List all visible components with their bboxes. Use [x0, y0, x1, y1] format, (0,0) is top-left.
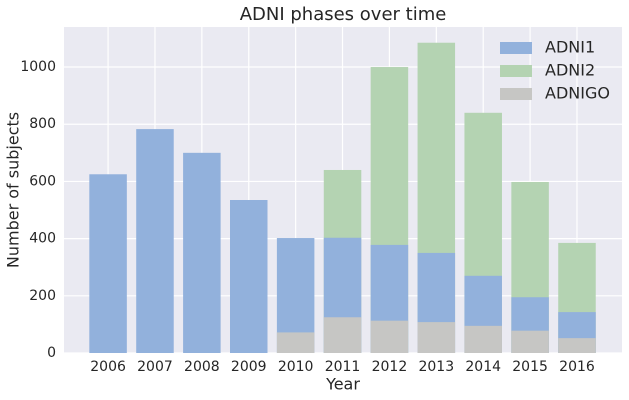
x-axis-label: Year	[325, 375, 360, 394]
x-tick-label: 2006	[90, 359, 126, 375]
bars	[89, 42, 596, 354]
y-tick-label: 600	[29, 173, 56, 189]
y-tick-label: 0	[47, 345, 56, 361]
legend-swatch	[500, 65, 532, 77]
x-tick-label: 2012	[372, 359, 408, 375]
x-tick-label: 2016	[559, 359, 595, 375]
x-tick-label: 2013	[418, 359, 454, 375]
bar	[323, 317, 362, 353]
bar	[89, 174, 127, 353]
bar	[229, 200, 268, 353]
x-tick-label: 2010	[278, 359, 314, 375]
legend-swatch	[500, 42, 532, 54]
y-axis-label: Number of subjects	[4, 112, 23, 268]
bar	[464, 325, 502, 353]
bar	[417, 322, 456, 353]
bar	[276, 332, 315, 353]
legend-label: ADNI2	[545, 61, 595, 80]
y-tick-label: 1000	[20, 59, 56, 75]
legend-label: ADNIGO	[545, 84, 610, 103]
x-tick-label: 2014	[465, 359, 501, 375]
bar	[136, 129, 174, 353]
chart-title: ADNI phases over time	[240, 4, 447, 25]
legend-swatch	[500, 88, 532, 100]
x-tick-label: 2011	[325, 359, 361, 375]
legend-label: ADNI1	[545, 38, 595, 57]
bar	[370, 320, 409, 353]
x-tick-label: 2007	[137, 359, 173, 375]
bar	[511, 330, 549, 353]
x-tick-label: 2009	[231, 359, 267, 375]
y-tick-label: 200	[29, 288, 56, 304]
y-tick-label: 800	[29, 116, 56, 132]
labels: 0 200 400 600 800 1000 2006 2007 2008 2009 2010 201…	[20, 38, 610, 376]
bar	[183, 152, 221, 353]
x-tick-label: 2015	[512, 359, 548, 375]
y-tick-label: 400	[29, 231, 56, 247]
x-tick-label: 2008	[184, 359, 220, 375]
bar	[558, 338, 596, 353]
